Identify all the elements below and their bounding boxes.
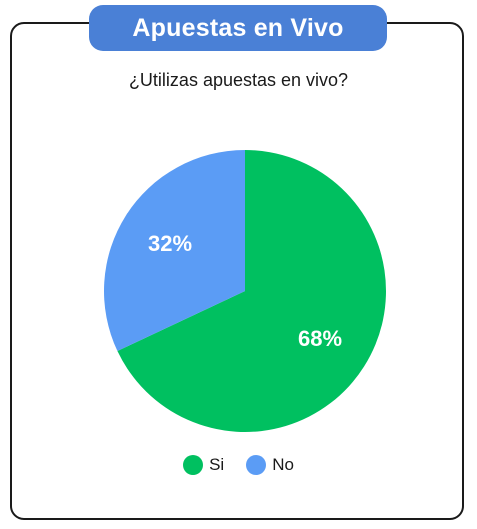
pie-label-no: 32% [148,231,192,256]
pie-slice-si [117,150,387,432]
legend-swatch-si [183,455,204,475]
legend-item-si: Si [183,455,224,475]
chart-title: Apuestas en Vivo [132,13,344,42]
legend: Si No [0,455,477,475]
legend-label-no: No [272,455,294,474]
title-banner: Apuestas en Vivo [89,5,387,51]
legend-swatch-no [246,455,267,475]
chart-subtitle: ¿Utilizas apuestas en vivo? [128,70,349,90]
pie-slice-no [103,150,245,352]
legend-label-si: Si [209,455,225,474]
legend-item-no: No [246,455,294,475]
pie-label-si: 68% [298,326,342,351]
